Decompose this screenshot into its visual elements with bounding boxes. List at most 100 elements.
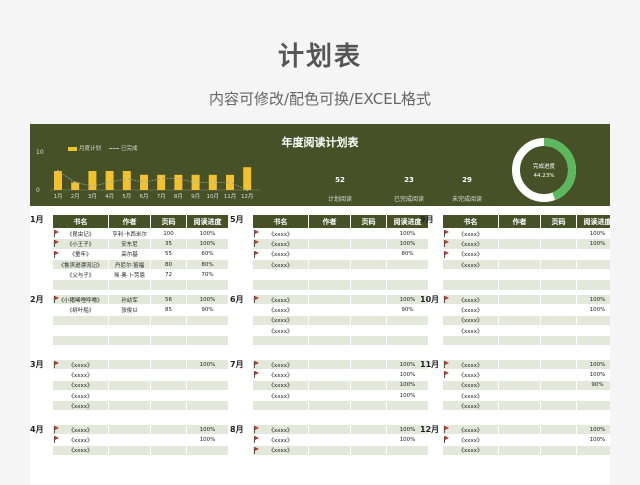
cell-author[interactable] <box>108 379 151 391</box>
cell-book[interactable]: 《xxxx》 <box>442 258 499 271</box>
cell-pages[interactable] <box>350 324 387 337</box>
cell-pages[interactable] <box>540 279 577 291</box>
cell-pages[interactable] <box>150 279 187 291</box>
cell-author[interactable] <box>308 434 351 446</box>
cell-progress[interactable]: 100% <box>386 379 429 391</box>
cell-pages[interactable]: 80 <box>150 258 187 271</box>
cell-book[interactable]: 《xxxx》 <box>252 434 309 446</box>
cell-pages[interactable]: 35 <box>150 238 187 250</box>
cell-progress[interactable]: 90% <box>386 304 429 316</box>
cell-book[interactable]: 《xxxx》 <box>252 389 309 402</box>
cell-author[interactable]: 安东尼 <box>108 238 151 250</box>
cell-book[interactable]: 《xxxx》 <box>252 444 309 456</box>
cell-book[interactable]: 《xxxx》 <box>52 379 109 391</box>
cell-author[interactable]: 亨利·卡西米尔 <box>108 227 151 240</box>
cell-book[interactable] <box>442 269 499 281</box>
cell-progress[interactable]: 100% <box>386 227 429 240</box>
cell-author[interactable] <box>108 279 151 291</box>
cell-author[interactable] <box>108 335 151 347</box>
cell-pages[interactable] <box>540 314 577 326</box>
cell-author[interactable] <box>108 400 151 412</box>
cell-book[interactable]: 《童年》 <box>52 248 109 260</box>
cell-progress[interactable] <box>186 444 229 456</box>
cell-progress[interactable] <box>576 258 610 271</box>
cell-author[interactable] <box>308 314 351 326</box>
cell-progress[interactable]: 100% <box>386 389 429 402</box>
cell-progress[interactable]: 60% <box>186 248 229 260</box>
cell-pages[interactable] <box>350 314 387 326</box>
cell-author[interactable] <box>308 269 351 281</box>
cell-book[interactable]: 《xxxx》 <box>252 248 309 260</box>
cell-book[interactable]: 《xxxx》 <box>252 238 309 250</box>
cell-progress[interactable] <box>386 410 429 422</box>
cell-book[interactable]: 《xxxx》 <box>252 423 309 436</box>
cell-progress[interactable] <box>576 269 610 281</box>
cell-pages[interactable] <box>150 410 187 422</box>
cell-pages[interactable] <box>540 269 577 281</box>
cell-author[interactable]: 高尔基 <box>108 248 151 260</box>
cell-author[interactable] <box>308 279 351 291</box>
cell-book[interactable]: 《xxxx》 <box>442 248 499 260</box>
cell-pages[interactable] <box>350 358 387 371</box>
cell-author[interactable] <box>498 345 541 357</box>
cell-progress[interactable] <box>386 279 429 291</box>
cell-book[interactable] <box>252 410 309 422</box>
cell-author[interactable]: 丹尼尔·笛福 <box>108 258 151 271</box>
cell-progress[interactable] <box>386 324 429 337</box>
cell-book[interactable]: 《xxxx》 <box>252 379 309 391</box>
cell-author[interactable] <box>498 279 541 291</box>
cell-progress[interactable] <box>576 314 610 326</box>
cell-author[interactable] <box>308 444 351 456</box>
cell-progress[interactable]: 80% <box>386 248 429 260</box>
cell-pages[interactable] <box>540 400 577 412</box>
cell-progress[interactable] <box>386 258 429 271</box>
cell-pages[interactable] <box>350 369 387 381</box>
cell-book[interactable]: 《xxxx》 <box>442 434 499 446</box>
cell-author[interactable] <box>108 369 151 381</box>
cell-progress[interactable] <box>386 314 429 326</box>
cell-author[interactable] <box>498 358 541 371</box>
cell-pages[interactable] <box>350 423 387 436</box>
cell-author[interactable] <box>308 258 351 271</box>
cell-progress[interactable] <box>576 400 610 412</box>
cell-pages[interactable] <box>150 314 187 326</box>
cell-author[interactable] <box>308 379 351 391</box>
cell-progress[interactable] <box>386 345 429 357</box>
cell-progress[interactable]: 90% <box>576 379 610 391</box>
cell-pages[interactable] <box>350 444 387 456</box>
cell-author[interactable] <box>498 444 541 456</box>
cell-author[interactable] <box>308 248 351 260</box>
cell-author[interactable] <box>498 335 541 347</box>
cell-pages[interactable] <box>540 227 577 240</box>
cell-progress[interactable]: 100% <box>576 293 610 306</box>
cell-pages[interactable] <box>150 423 187 436</box>
cell-pages[interactable] <box>350 434 387 446</box>
cell-progress[interactable]: 100% <box>186 293 229 306</box>
cell-author[interactable] <box>108 423 151 436</box>
cell-pages[interactable] <box>540 335 577 347</box>
cell-book[interactable]: 《xxxx》 <box>442 227 499 240</box>
cell-progress[interactable]: 100% <box>386 434 429 446</box>
cell-progress[interactable] <box>186 389 229 402</box>
cell-progress[interactable] <box>576 410 610 422</box>
cell-author[interactable] <box>308 345 351 357</box>
cell-pages[interactable] <box>540 444 577 456</box>
cell-pages[interactable]: 56 <box>150 293 187 306</box>
cell-book[interactable] <box>52 410 109 422</box>
cell-book[interactable]: 《小猪唏哩呼噜》 <box>52 293 109 306</box>
cell-book[interactable]: 《xxxx》 <box>52 400 109 412</box>
cell-author[interactable] <box>308 423 351 436</box>
cell-progress[interactable]: 100% <box>186 227 229 240</box>
cell-pages[interactable] <box>540 410 577 422</box>
cell-author[interactable] <box>498 379 541 391</box>
cell-pages[interactable] <box>150 434 187 446</box>
cell-pages[interactable] <box>150 324 187 337</box>
cell-book[interactable]: 《xxxx》 <box>52 423 109 436</box>
cell-author[interactable] <box>498 248 541 260</box>
cell-pages[interactable] <box>150 389 187 402</box>
cell-book[interactable]: 《小王子》 <box>52 238 109 250</box>
cell-pages[interactable] <box>350 400 387 412</box>
cell-progress[interactable]: 90% <box>186 304 229 316</box>
cell-progress[interactable]: 80% <box>186 258 229 271</box>
cell-book[interactable]: 《xxxx》 <box>442 238 499 250</box>
